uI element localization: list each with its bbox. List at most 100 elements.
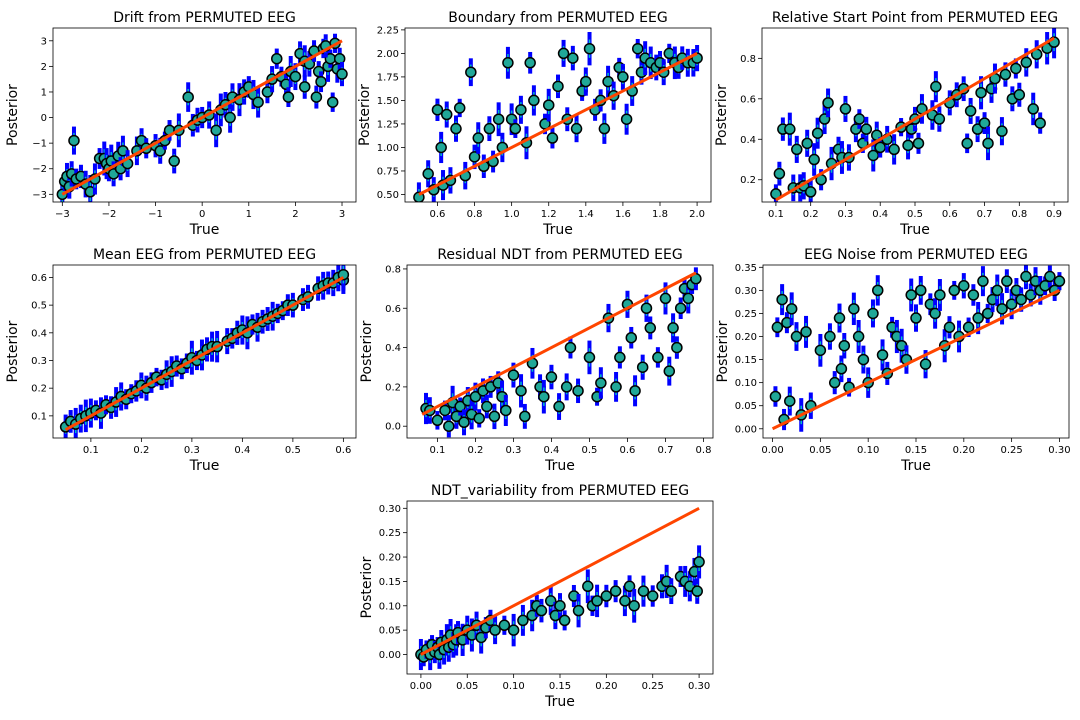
data-point (646, 590, 659, 602)
x-tick-label: 0.05 (456, 681, 478, 692)
y-axis-label: Posterior (359, 320, 375, 382)
x-tick-label: 0.10 (857, 445, 879, 456)
x-tick-label: 0.3 (505, 445, 521, 456)
y-tick-label: 0.20 (379, 553, 401, 564)
x-tick-label: 1.6 (615, 209, 631, 220)
data-point (637, 585, 650, 597)
y-tick-label: 3 (41, 36, 47, 47)
data-point (833, 312, 846, 324)
x-tick-label: 0.8 (696, 445, 712, 456)
data-point (524, 57, 536, 69)
x-tick-label: 2 (292, 209, 298, 220)
x-axis-label: True (900, 458, 931, 474)
x-tick-label: 3 (339, 209, 345, 220)
data-point (682, 292, 695, 305)
y-axis-label: Posterior (715, 320, 731, 382)
x-tick-label: 0.1 (429, 445, 445, 456)
data-point (629, 385, 641, 397)
data-point (982, 137, 994, 150)
y-axis-label: Posterior (359, 556, 375, 618)
data-point (600, 590, 613, 602)
data-point (996, 125, 1008, 137)
y-axis-label: Posterior (5, 320, 21, 382)
data-point (333, 52, 346, 65)
data-point (507, 624, 520, 636)
data-point (915, 284, 927, 297)
x-tick-label: 0 (199, 209, 205, 220)
data-point (567, 52, 579, 64)
data-point (691, 585, 703, 597)
data-point (617, 71, 629, 83)
subplot-1: −3 −2 −1 0 1 2 3 −3 −2 −1 0 1 2 3 Drift from PERMUTED … (5, 10, 357, 238)
x-tick-label: 0.3 (838, 209, 854, 220)
x-tick-label: 1.4 (578, 209, 594, 220)
plot-area (770, 28, 1060, 202)
subplot-6: 0.00 0.05 0.10 0.15 0.20 0.25 0.30 0.00 0.05 0.10… (715, 247, 1071, 474)
data-point (439, 404, 451, 417)
chart-title: NDT_variability from PERMUTED EEG (431, 483, 689, 499)
data-point (784, 395, 796, 407)
y-tick-label: 0.2 (740, 175, 756, 186)
x-tick-label: 0.1 (83, 445, 99, 456)
data-point (154, 145, 166, 157)
data-point (440, 108, 453, 121)
x-tick-label: 0.6 (620, 445, 636, 456)
chart-title: Relative Start Point from PERMUTED EEG (772, 10, 1058, 26)
identity-line (61, 39, 343, 196)
x-tick-label: 0.2 (133, 445, 149, 456)
y-tick-label: 0.15 (379, 577, 401, 588)
data-point (663, 365, 676, 377)
y-tick-label: −3 (32, 190, 47, 201)
data-point (554, 600, 566, 612)
data-point (876, 349, 889, 361)
data-point (1001, 275, 1013, 287)
data-point (515, 104, 527, 116)
data-point (663, 47, 676, 60)
x-tick-label: 1.8 (652, 209, 668, 220)
subplot-4: 0.1 0.2 0.3 0.4 0.5 0.6 0.1 0.2 0.3 0.4 0.5 0.6 Mean… (5, 247, 357, 474)
data-point (652, 351, 664, 364)
plot-area (56, 33, 348, 202)
data-point (610, 381, 622, 393)
y-tick-label: 1 (41, 87, 47, 98)
y-tick-label: 0.4 (31, 328, 47, 339)
identity-line (771, 289, 1061, 431)
y-tick-label: 0.10 (735, 378, 757, 389)
data-point (848, 303, 860, 315)
data-point (822, 97, 834, 109)
y-tick-label: 0.2 (385, 382, 401, 393)
data-point (326, 96, 339, 108)
x-tick-label: 0.6 (335, 445, 351, 456)
y-tick-label: 0.30 (735, 286, 757, 297)
y-axis-label: Posterior (357, 84, 373, 146)
data-point (553, 400, 565, 413)
data-point (790, 330, 803, 343)
data-point (808, 153, 820, 166)
data-point (631, 42, 644, 55)
data-point (210, 124, 222, 137)
data-point (509, 122, 522, 135)
y-tick-label: −2 (32, 164, 47, 175)
data-point (481, 400, 493, 413)
data-point (852, 330, 865, 343)
data-point (867, 307, 879, 320)
axes-frame (52, 27, 357, 203)
y-tick-label: 0.8 (385, 264, 401, 275)
data-point (872, 284, 884, 297)
x-tick-label: 0.8 (1011, 209, 1027, 220)
data-point (609, 585, 622, 597)
x-tick-label: 0.5 (907, 209, 923, 220)
y-tick-label: 0 (41, 113, 47, 124)
x-tick-label: 0.10 (503, 681, 525, 692)
data-point (910, 312, 922, 324)
x-tick-label: 0.6 (430, 209, 446, 220)
chart-title: Residual NDT from PERMUTED EEG (437, 247, 682, 263)
data-point (919, 358, 932, 370)
data-point (785, 303, 798, 315)
data-point (801, 137, 813, 150)
data-point (468, 151, 481, 163)
x-tick-label: 1.2 (541, 209, 557, 220)
x-tick-label: 0.4 (234, 445, 250, 456)
data-point (528, 94, 540, 107)
data-point (839, 103, 852, 115)
